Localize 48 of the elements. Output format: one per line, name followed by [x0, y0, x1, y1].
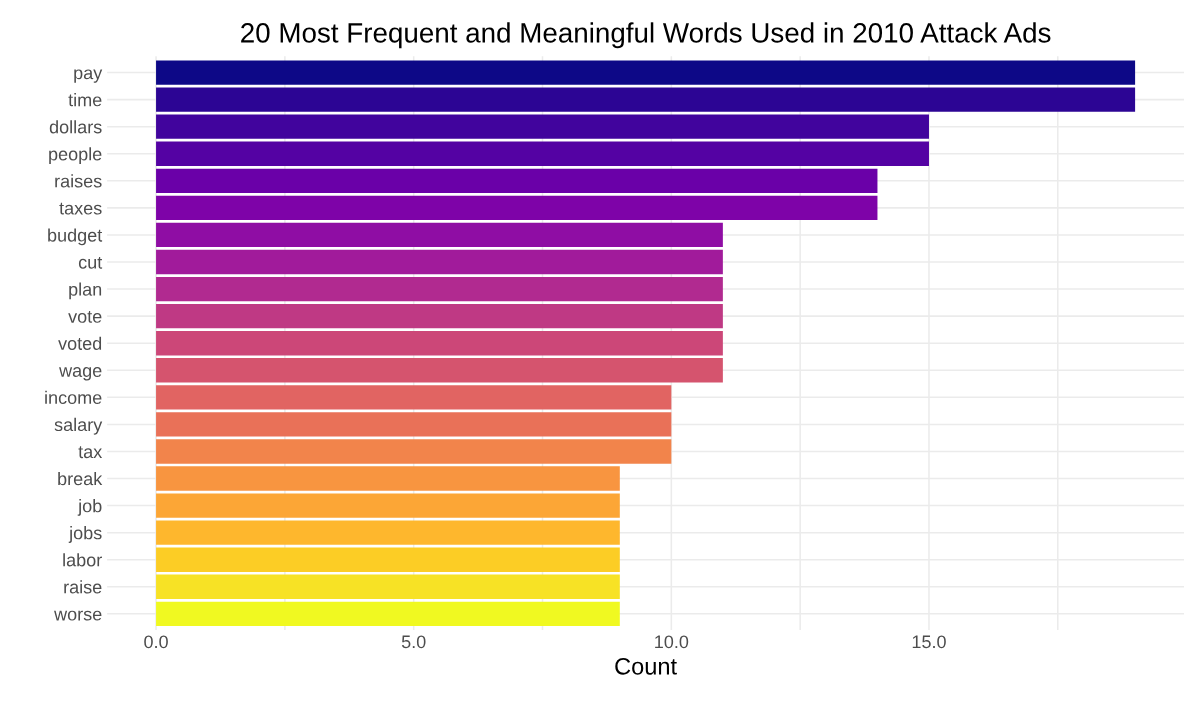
x-tick-label: 15.0 [912, 635, 946, 649]
bar [156, 87, 1136, 112]
bar [156, 520, 620, 545]
y-tick-label: people [49, 147, 102, 165]
bar [156, 574, 620, 599]
bar [156, 249, 723, 275]
y-tick-label: job [77, 499, 102, 516]
bar [156, 601, 620, 627]
bar [156, 195, 878, 221]
y-tick-label: jobs [68, 526, 102, 543]
y-tick-label: tax [78, 446, 103, 459]
y-tick-label: time [68, 93, 102, 107]
y-tick-label: worse [54, 610, 102, 621]
x-tick-label: 0.0 [144, 635, 168, 649]
y-tick-label: pay [74, 69, 103, 83]
x-axis-title: Count [615, 657, 677, 675]
bar [156, 466, 620, 491]
y-tick-label: taxes [59, 202, 102, 215]
y-tick-label: cut [78, 256, 103, 269]
bar [156, 547, 620, 572]
y-tick-label: dollars [49, 120, 102, 134]
bar [156, 114, 929, 139]
y-tick-label: break [58, 471, 103, 486]
y-tick-label: labor [63, 553, 102, 567]
x-tick-label: 10.0 [655, 635, 689, 649]
y-tick-label: raises [55, 174, 102, 188]
y-tick-label: plan [69, 282, 102, 300]
chart-title: 20 Most Frequent and Meaningful Words Used in 2010 Attack Ads [241, 22, 1051, 49]
bar [156, 358, 723, 383]
y-tick-label: raise [64, 580, 102, 594]
y-tick-label: income [45, 390, 102, 405]
bar [156, 439, 672, 464]
bar [156, 168, 878, 193]
x-tick-label: 5.0 [401, 635, 426, 649]
bar [156, 60, 1136, 85]
y-tick-label: wage [59, 367, 102, 381]
y-tick-label: voted [58, 336, 102, 350]
bar [156, 412, 672, 437]
y-tick-label: salary [54, 417, 103, 435]
bar [156, 331, 723, 356]
y-tick-label: vote [68, 311, 102, 323]
bar [156, 222, 723, 248]
y-tick-label: budget [48, 228, 103, 246]
bar [156, 493, 620, 518]
bar [156, 141, 929, 166]
bar [156, 276, 723, 302]
bar [156, 303, 723, 329]
bar [156, 385, 672, 410]
